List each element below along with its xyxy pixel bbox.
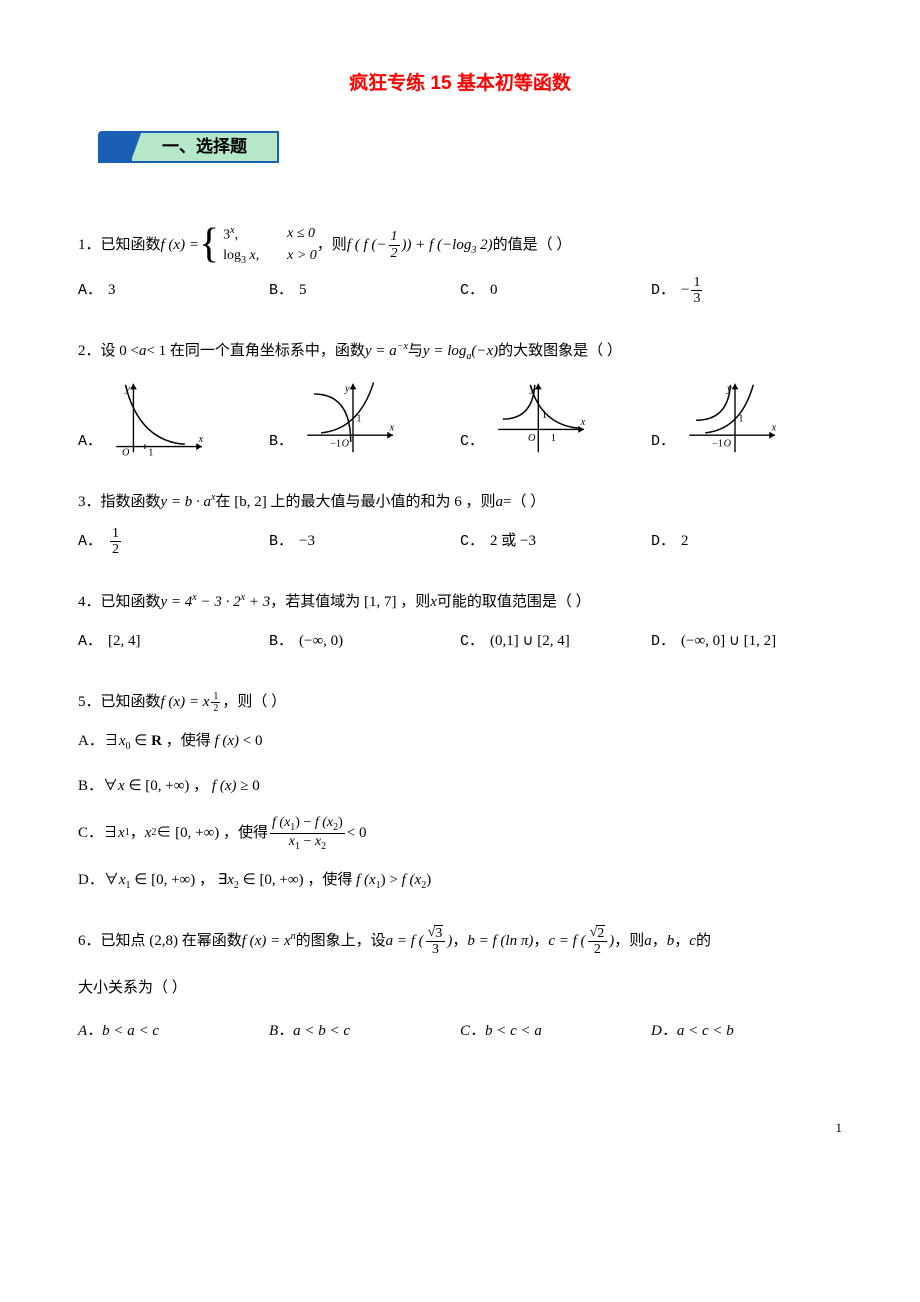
q6-options: A．b < a < c B．a < b < c C．b < c < a D．a … (78, 1015, 842, 1048)
q3-t1: 3．指数函数 (78, 486, 161, 519)
page-number: 1 (78, 1118, 842, 1138)
q6-t5: ，则 (614, 925, 644, 958)
q2-opt-C: C． O1 yx 1 (460, 378, 651, 458)
q5-t1: 5．已知函数 (78, 686, 161, 719)
q2-t3: 与 (408, 335, 423, 368)
question-3: 3．指数函数 y = b · ax 在 [b, 2] 上的最大值与最小值的和为 … (78, 486, 842, 558)
svg-text:x: x (389, 423, 395, 434)
q1-fx: f (x) = (161, 229, 199, 262)
svg-text:O: O (122, 448, 130, 458)
svg-text:x: x (771, 423, 777, 434)
svg-text:1: 1 (148, 448, 153, 458)
q2-t1: 2．设 0 < (78, 335, 139, 368)
q3-t2: 在 [b, 2] 上的最大值与最小值的和为 6 ，则 (216, 486, 496, 519)
q6-t2: 的图象上，设 (296, 925, 386, 958)
svg-text:x: x (198, 434, 204, 445)
svg-text:O: O (342, 439, 350, 450)
question-1: 1．已知函数 f (x) = { 3x, x ≤ 0 log3 x, x > 0… (78, 223, 842, 307)
q1-piecewise: { 3x, x ≤ 0 log3 x, x > 0 (199, 223, 317, 268)
svg-text:−1: −1 (330, 439, 341, 450)
graph-b-icon: −1O yx 1 (303, 378, 403, 458)
svg-text:O: O (724, 439, 732, 450)
graph-a-icon: O1 yx (112, 378, 212, 458)
q1-expr: f ( f (−12)) + f (−log3 2) (347, 229, 493, 262)
q5-t2: ，则（ ） (222, 686, 286, 719)
question-6: 6．已知点 (2,8) 在幂函数 f (x) = xn 的图象上，设 a = f… (78, 925, 842, 1048)
q2-t2: < 1 在同一个直角坐标系中，函数 (146, 335, 364, 368)
graph-c-icon: O1 yx 1 (494, 378, 594, 458)
question-5: 5．已知函数 f (x) = x12 ，则（ ） A．∃x0 ∈ R ，使得 f… (78, 686, 842, 897)
svg-text:y: y (344, 384, 350, 395)
svg-text:1: 1 (551, 433, 556, 444)
section-banner: 一、选择题 (98, 131, 279, 163)
svg-text:x: x (580, 417, 586, 428)
graph-d-icon: −1O yx 1 (685, 378, 785, 458)
q4-t3: 可能的取值范围是（ ） (437, 586, 591, 619)
q3-t3: =（ ） (503, 486, 545, 519)
q1-tail: 的值是（ ） (493, 229, 572, 262)
q2-opt-A: A． O1 yx (78, 378, 269, 458)
q5-opt-A: A．∃x0 ∈ R ，使得 f (x) < 0 (78, 725, 842, 758)
q6-line2: 大小关系为（ ） (78, 972, 842, 1005)
q4-t1: 4．已知函数 (78, 586, 161, 619)
q2-opt-B: B． −1O yx 1 (269, 378, 460, 458)
q6-t4: ， (533, 925, 548, 958)
q1-prefix: 1．已知函数 (78, 229, 161, 262)
q2-t4: 的大致图象是（ ） (498, 335, 622, 368)
question-2: 2．设 0 < a < 1 在同一个直角坐标系中，函数 y = a−x 与 y … (78, 335, 842, 458)
banner-label: 一、选择题 (130, 131, 279, 163)
svg-text:−1: −1 (712, 439, 723, 450)
page-title: 疯狂专练 15 基本初等函数 (78, 70, 842, 99)
q1-options: A．3 B．5 C．0 D．−13 (78, 274, 842, 307)
q4-options: A．[2, 4] B．(−∞, 0) C．(0,1] ∪ [2, 4] D．(−… (78, 625, 842, 658)
q2-options: A． O1 yx B． −1O yx 1 C． (78, 378, 842, 458)
question-4: 4．已知函数 y = 4x − 3 · 2x + 3 ，若其值域为 [1, 7]… (78, 586, 842, 658)
q3-options: A．12 B．−3 C．2 或 −3 D．2 (78, 525, 842, 558)
q6-t3: ， (452, 925, 467, 958)
q5-opt-C: C．∃x1 ， x2 ∈ [0, +∞) ，使得 f (x1) − f (x2)… (78, 815, 842, 852)
q1-mid: ，则 (317, 229, 347, 262)
q4-t2: ，若其值域为 [1, 7] ，则 (270, 586, 430, 619)
q5-opt-B: B．∀x ∈ [0, +∞) ， f (x) ≥ 0 (78, 770, 842, 803)
q5-opt-D: D．∀x1 ∈ [0, +∞) ， ∃x2 ∈ [0, +∞) ，使得 f (x… (78, 864, 842, 897)
svg-text:O: O (528, 433, 536, 444)
q6-t1: 6．已知点 (2,8) 在幂函数 (78, 925, 242, 958)
q2-opt-D: D． −1O yx 1 (651, 378, 842, 458)
